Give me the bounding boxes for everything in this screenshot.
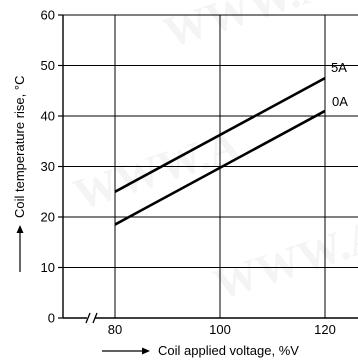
x-axis-label-group: Coil applied voltage, %V <box>102 343 299 358</box>
y-axis-label: Coil temperature rise, °C <box>12 76 27 218</box>
x-axis-break-mark <box>85 312 98 324</box>
y-tick-label-0: 0 <box>48 311 55 326</box>
series-line-0A <box>114 109 326 226</box>
y-tick-label-40: 40 <box>41 109 55 124</box>
x-tick-label-80: 80 <box>108 322 122 337</box>
series-label-5A: 5A <box>331 60 347 75</box>
watermark: WWW.A WWW.A WWW.A <box>68 0 358 310</box>
y-tick-label-20: 20 <box>41 210 55 225</box>
x-tick-label-100: 100 <box>209 322 231 337</box>
y-tick-label-30: 30 <box>41 159 55 174</box>
x-tick-label-120: 120 <box>314 322 336 337</box>
watermark-text-1: WWW.A <box>158 0 336 58</box>
x-axis-arrow-head <box>142 347 150 355</box>
series-lines <box>114 76 326 226</box>
x-axis-label: Coil applied voltage, %V <box>158 343 299 358</box>
y-axis-arrow-head <box>16 225 24 233</box>
y-tick-label-60: 60 <box>41 8 55 23</box>
y-tick-label-50: 50 <box>41 58 55 73</box>
grid <box>63 14 358 318</box>
series-label-0A: 0A <box>332 94 348 109</box>
tick-labels: 0 10 20 30 40 50 60 80 100 120 <box>41 8 336 338</box>
series-labels: 5A 0A <box>331 60 348 109</box>
y-axis-label-group: Coil temperature rise, °C <box>12 76 27 272</box>
series-line-5A <box>114 76 326 193</box>
y-tick-label-10: 10 <box>41 260 55 275</box>
watermark-text-3: WWW.A <box>208 210 358 309</box>
